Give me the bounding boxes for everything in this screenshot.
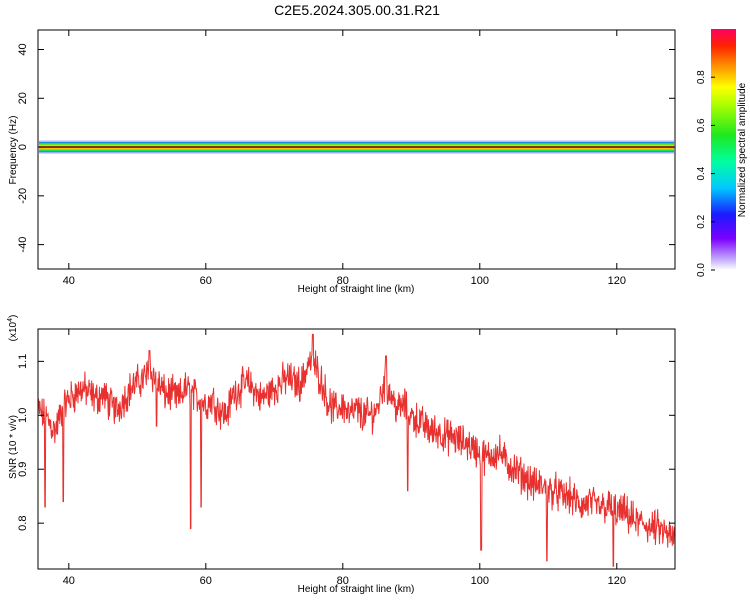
chart-title: C2E5.2024.305.00.31.R21 [274, 2, 440, 18]
spectrogram-y-ticks: -40 -20 0 20 40 [17, 43, 675, 253]
snr-y-tick-label: 1.0 [17, 408, 29, 423]
spectrogram-y-tick-label: 40 [17, 43, 29, 55]
spectrogram-y-tick-label: 0 [17, 144, 29, 150]
snr-x-tick-label: 40 [63, 575, 75, 587]
spectrogram-panel: 40 60 80 100 120 -40 -20 0 20 40 Height of strai… [8, 29, 676, 295]
snr-y-tick-label: 0.9 [17, 462, 29, 477]
spectrogram-y-label: Frequency (Hz) [8, 116, 19, 185]
spectrogram-y-tick-label: 20 [17, 92, 29, 104]
spectrogram-x-tick-label: 80 [337, 275, 349, 287]
snr-series-line [38, 333, 675, 567]
spectrogram-x-tick-label: 60 [200, 275, 212, 287]
snr-x-label: Height of straight line (km) [298, 584, 415, 595]
snr-x-ticks: 40 60 80 100 120 [63, 329, 626, 587]
snr-y-tick-label: 1.1 [17, 354, 29, 369]
snr-x-tick-label: 80 [337, 575, 349, 587]
spectrogram-x-label: Height of straight line (km) [298, 284, 415, 295]
snr-x-tick-label: 100 [471, 575, 489, 587]
colorbar: 0.0 0.2 0.4 0.6 0.8 Normalized spectral ampl… [696, 29, 748, 277]
colorbar-ticks: 0.0 0.2 0.4 0.6 0.8 [696, 70, 715, 277]
snr-frame [37, 328, 676, 570]
snr-y-label: SNR (10 * v/v) [8, 415, 19, 479]
spectrogram-x-tick-label: 40 [63, 275, 75, 287]
snr-x-tick-label: 60 [200, 575, 212, 587]
spectrogram-x-tick-label: 120 [608, 275, 626, 287]
spectrogram-y-tick-label: -40 [17, 237, 29, 253]
spectrogram-frame [37, 29, 676, 270]
snr-panel: 40 60 80 100 120 0.8 0.9 1.0 1.1 Height of stra… [7, 315, 676, 595]
spectrogram-x-tick-label: 100 [471, 275, 489, 287]
spectrogram-x-ticks: 40 60 80 100 120 [63, 30, 626, 287]
frequency-band [39, 140, 674, 155]
colorbar-tick-label: 0.8 [696, 70, 707, 84]
colorbar-gradient [711, 29, 736, 270]
colorbar-tick-label: 0.0 [696, 263, 707, 277]
colorbar-tick-label: 0.2 [696, 214, 707, 228]
colorbar-tick-label: 0.4 [696, 166, 707, 180]
snr-multiplier: (x104) [7, 315, 19, 342]
colorbar-tick-label: 0.6 [696, 118, 707, 132]
snr-y-tick-label: 0.8 [17, 516, 29, 531]
snr-y-ticks: 0.8 0.9 1.0 1.1 [17, 354, 675, 531]
snr-x-tick-label: 120 [608, 575, 626, 587]
colorbar-label: Normalized spectral amplitude [737, 82, 748, 217]
spectrogram-y-tick-label: -20 [17, 188, 29, 204]
